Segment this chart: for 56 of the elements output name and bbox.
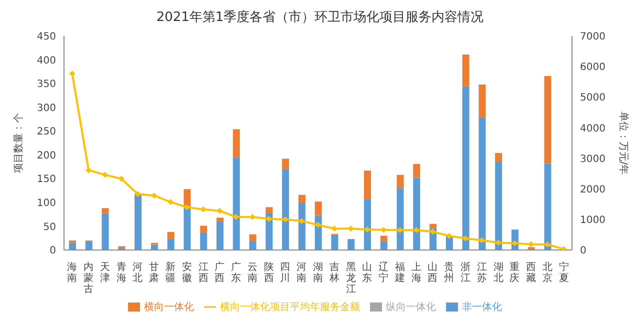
y-tick-label: 0 [50, 246, 56, 257]
x-tick-label: 江苏 [476, 261, 487, 284]
legend-label: 纵向一体化 [386, 302, 436, 313]
x-tick-label: 湖北 [493, 261, 504, 284]
x-tick-label: 安徽 [182, 261, 192, 284]
y-tick-label: 350 [36, 79, 56, 90]
y-tick-label: 450 [36, 32, 56, 43]
legend-label: 横向一体化 [144, 302, 194, 313]
x-tick-label: 河北 [132, 261, 143, 284]
x-tick-label: 黑龙江 [346, 262, 356, 295]
y-tick-label: 250 [36, 126, 56, 138]
x-tick-label: 新疆 [166, 261, 176, 284]
x-tick-label: 天津 [100, 262, 110, 284]
x-tick-label: 广东 [231, 261, 242, 284]
y-axis-title: 项目数量：个 [12, 113, 25, 173]
x-tick-label: 重庆 [510, 261, 520, 284]
x-tick-label: 上海 [411, 261, 422, 284]
x-tick-label: 江西 [198, 261, 208, 284]
x-tick-label: 海南 [67, 261, 78, 284]
x-tick-label: 吉林 [328, 261, 340, 284]
x-tick-label: 四川 [280, 262, 290, 284]
x-tick-label: 内蒙古 [84, 261, 94, 295]
x-tick-label: 辽宁 [378, 261, 389, 284]
x-tick-label: 西藏 [526, 262, 536, 284]
y2-tick-label: 1000 [580, 214, 606, 226]
x-tick-label: 青海 [116, 261, 126, 284]
y-tick-label: 50 [43, 222, 56, 233]
y-tick-label: 150 [36, 174, 56, 186]
y2-axis-title: 单位：万元/年 [617, 111, 630, 175]
y2-tick-label: 3000 [580, 154, 606, 165]
x-tick-label: 山东 [362, 261, 372, 284]
x-tick-label: 河南 [296, 261, 307, 284]
y-tick-label: 100 [36, 198, 56, 209]
x-tick-label: 浙江 [460, 261, 470, 284]
x-tick-label: 云南 [247, 262, 258, 284]
legend-label: 横向一体化项目平均年服务金额 [220, 302, 360, 313]
x-tick-label: 陕西 [264, 261, 274, 284]
y-tick-label: 200 [36, 150, 56, 162]
x-tick-label: 山西 [428, 261, 438, 284]
y2-tick-label: 7000 [580, 32, 606, 43]
y2-tick-label: 5000 [580, 92, 606, 104]
x-tick-label: 福建 [394, 261, 405, 284]
y-tick-label: 300 [36, 102, 56, 114]
legend-label: 非一体化 [462, 302, 502, 313]
x-tick-label: 贵州 [444, 261, 454, 284]
y2-tick-label: 6000 [580, 62, 606, 74]
y2-tick-label: 2000 [580, 184, 606, 196]
x-tick-label: 宁夏 [558, 261, 569, 284]
x-tick-label: 广西 [214, 261, 225, 284]
y2-tick-label: 0 [580, 246, 586, 257]
chart-title: 2021年第1季度各省（市）环卫市场化项目服务内容情况 [155, 9, 485, 27]
y2-tick-label: 4000 [580, 123, 606, 134]
x-tick-label: 湖南 [313, 261, 323, 284]
x-tick-label: 北京 [542, 261, 552, 284]
y-tick-label: 400 [36, 55, 56, 66]
x-tick-label: 甘肃 [149, 261, 160, 284]
